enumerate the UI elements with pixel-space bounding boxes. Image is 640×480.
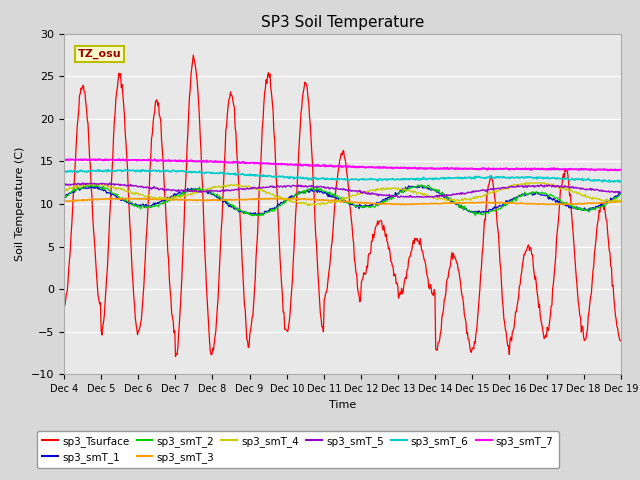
- sp3_smT_3: [428, 201, 436, 206]
- sp3_smT_2: [128, 202, 136, 207]
- sp3_smT_7: [411, 165, 419, 170]
- sp3_smT_6: [616, 179, 623, 185]
- sp3_smT_5: [412, 194, 419, 200]
- Line: sp3_Tsurface: sp3_Tsurface: [64, 55, 621, 357]
- sp3_smT_2: [185, 187, 193, 192]
- sp3_smT_5: [60, 182, 68, 188]
- Text: TZ_osu: TZ_osu: [78, 49, 122, 59]
- sp3_smT_4: [60, 189, 68, 194]
- Line: sp3_smT_7: sp3_smT_7: [64, 159, 621, 170]
- sp3_smT_2: [256, 213, 264, 219]
- sp3_smT_6: [617, 179, 625, 184]
- sp3_Tsurface: [172, 354, 179, 360]
- sp3_smT_6: [411, 176, 419, 182]
- sp3_Tsurface: [70, 183, 78, 189]
- sp3_smT_2: [617, 191, 625, 197]
- sp3_Tsurface: [185, 109, 193, 115]
- Line: sp3_smT_4: sp3_smT_4: [64, 183, 621, 205]
- sp3_Tsurface: [215, 277, 223, 283]
- sp3_smT_5: [79, 180, 86, 186]
- Line: sp3_smT_5: sp3_smT_5: [64, 183, 621, 197]
- sp3_smT_4: [411, 189, 419, 195]
- sp3_smT_6: [70, 168, 78, 174]
- sp3_smT_3: [617, 199, 625, 204]
- sp3_smT_3: [70, 198, 78, 204]
- sp3_smT_7: [70, 157, 78, 163]
- sp3_smT_1: [70, 190, 78, 195]
- sp3_smT_4: [522, 180, 529, 186]
- Line: sp3_smT_1: sp3_smT_1: [64, 185, 621, 215]
- sp3_smT_7: [95, 156, 102, 162]
- sp3_smT_4: [70, 184, 78, 190]
- sp3_Tsurface: [127, 251, 135, 257]
- sp3_smT_5: [617, 190, 625, 195]
- sp3_smT_4: [127, 190, 135, 195]
- sp3_Tsurface: [189, 52, 197, 58]
- sp3_smT_3: [124, 195, 131, 201]
- sp3_smT_4: [617, 198, 625, 204]
- sp3_smT_7: [605, 168, 613, 173]
- sp3_Tsurface: [428, 291, 436, 297]
- sp3_smT_5: [214, 188, 222, 194]
- sp3_smT_1: [428, 186, 436, 192]
- sp3_smT_2: [412, 184, 419, 190]
- Line: sp3_smT_6: sp3_smT_6: [64, 169, 621, 182]
- sp3_smT_7: [428, 165, 435, 171]
- sp3_Tsurface: [412, 237, 419, 243]
- sp3_smT_5: [185, 188, 193, 194]
- sp3_smT_1: [60, 193, 68, 199]
- sp3_smT_6: [128, 168, 136, 173]
- sp3_smT_1: [214, 195, 222, 201]
- sp3_smT_2: [60, 194, 68, 200]
- sp3_smT_4: [306, 203, 314, 208]
- sp3_smT_2: [214, 194, 222, 200]
- sp3_smT_1: [617, 190, 625, 196]
- sp3_smT_6: [428, 176, 435, 181]
- sp3_smT_5: [396, 194, 403, 200]
- Title: SP3 Soil Temperature: SP3 Soil Temperature: [260, 15, 424, 30]
- sp3_smT_2: [70, 186, 78, 192]
- sp3_smT_6: [60, 169, 68, 175]
- sp3_smT_6: [185, 168, 193, 174]
- sp3_smT_3: [412, 201, 419, 207]
- sp3_smT_3: [185, 197, 193, 203]
- sp3_smT_4: [184, 192, 192, 197]
- sp3_smT_4: [214, 184, 221, 190]
- sp3_smT_3: [128, 196, 136, 202]
- sp3_smT_7: [60, 156, 68, 162]
- sp3_smT_2: [93, 182, 100, 188]
- Line: sp3_smT_2: sp3_smT_2: [64, 185, 621, 216]
- sp3_smT_3: [60, 199, 68, 204]
- sp3_smT_7: [214, 159, 222, 165]
- sp3_smT_1: [87, 182, 95, 188]
- Legend: sp3_Tsurface, sp3_smT_1, sp3_smT_2, sp3_smT_3, sp3_smT_4, sp3_smT_5, sp3_smT_6, : sp3_Tsurface, sp3_smT_1, sp3_smT_2, sp3_…: [37, 431, 559, 468]
- sp3_smT_6: [104, 167, 112, 172]
- sp3_smT_6: [214, 171, 222, 177]
- sp3_smT_1: [128, 200, 136, 206]
- sp3_smT_4: [428, 194, 435, 200]
- sp3_smT_5: [428, 193, 436, 199]
- sp3_smT_7: [617, 167, 625, 172]
- sp3_smT_7: [185, 158, 193, 164]
- sp3_smT_5: [128, 182, 136, 188]
- sp3_smT_3: [214, 197, 222, 203]
- sp3_Tsurface: [617, 337, 625, 343]
- sp3_smT_1: [253, 212, 260, 218]
- X-axis label: Time: Time: [329, 400, 356, 409]
- sp3_smT_2: [428, 186, 436, 192]
- sp3_smT_3: [397, 202, 404, 208]
- sp3_smT_5: [70, 181, 78, 187]
- sp3_smT_1: [412, 184, 419, 190]
- sp3_smT_7: [128, 157, 136, 163]
- Line: sp3_smT_3: sp3_smT_3: [64, 198, 621, 205]
- Y-axis label: Soil Temperature (C): Soil Temperature (C): [15, 147, 26, 261]
- sp3_smT_1: [185, 188, 193, 193]
- sp3_Tsurface: [60, 302, 68, 308]
